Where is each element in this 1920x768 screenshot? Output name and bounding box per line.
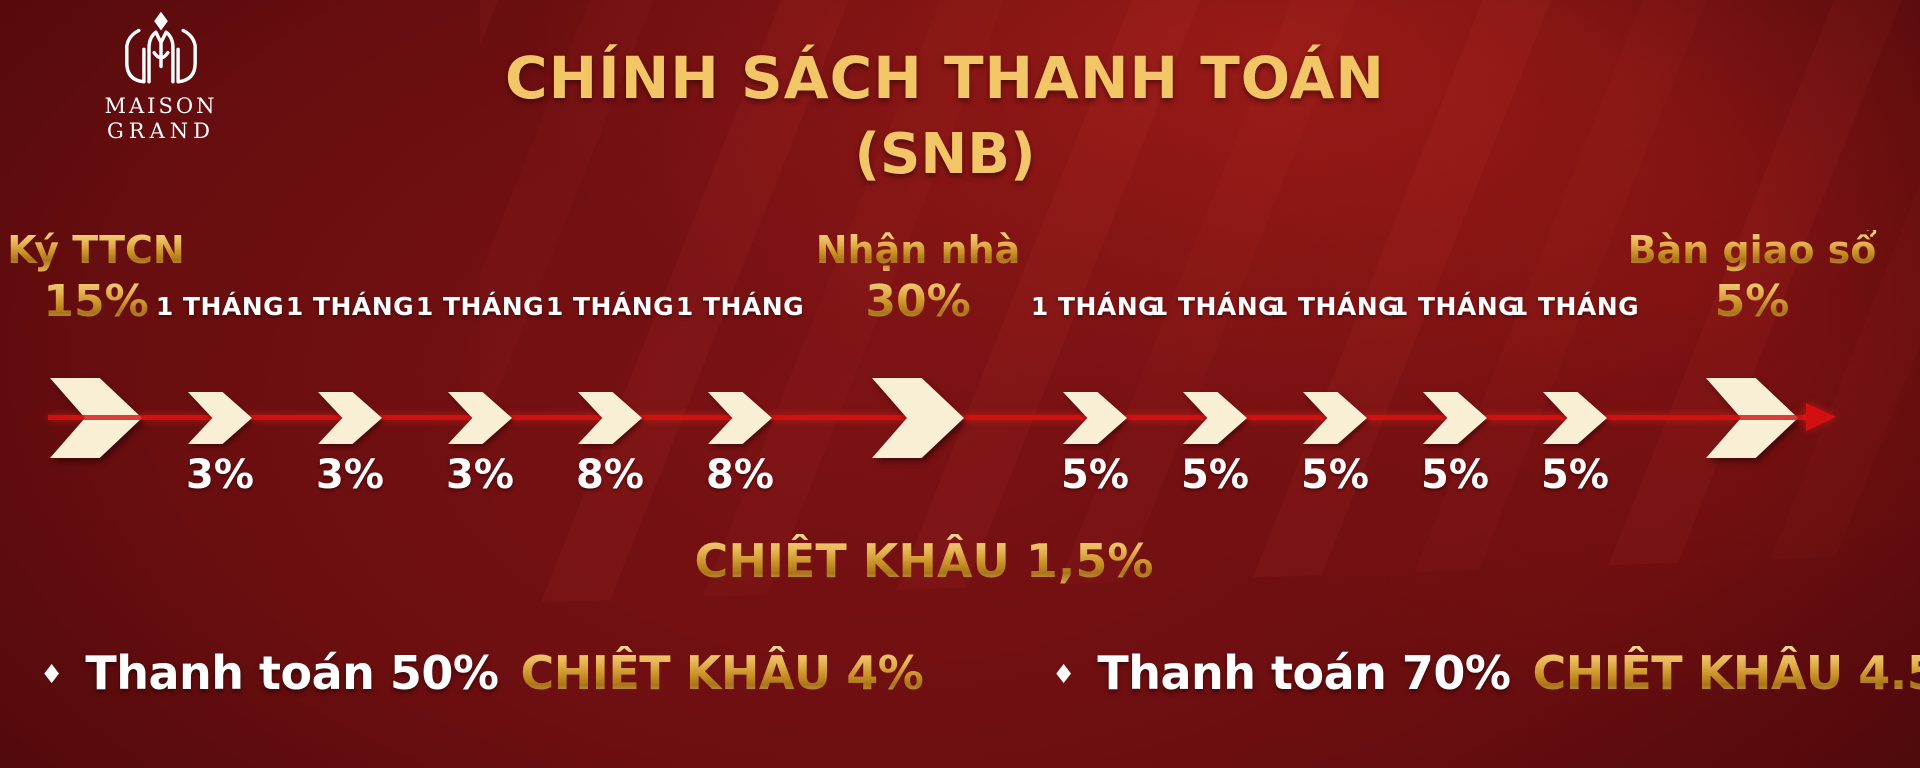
offer-discount-text: CHIẾT KHẤU 4.5% — [1533, 646, 1920, 700]
interval-label: 1 THÁNG — [1510, 292, 1640, 321]
offer-payment-70: ♦ Thanh toán 70% CHIẾT KHẤU 4.5% — [1052, 646, 1920, 700]
milestone-arrow-icon — [872, 378, 964, 458]
interval-label: 1 THÁNG — [1030, 292, 1160, 321]
milestone-percent: 30% — [865, 276, 971, 327]
slide-title: CHÍNH SÁCH THANH TOÁN — [505, 44, 1385, 112]
diamond-bullet-icon: ♦ — [40, 660, 64, 690]
interval-label: 1 THÁNG — [1270, 292, 1400, 321]
interval-arrow-icon — [318, 392, 382, 444]
interval-label: 1 THÁNG — [545, 292, 675, 321]
diamond-finial — [154, 11, 168, 31]
interval-arrow-icon — [1543, 392, 1607, 444]
interval-percent: 3% — [446, 452, 514, 498]
milestone-percent: 15% — [43, 276, 149, 327]
interval-arrow-icon — [448, 392, 512, 444]
interval-percent: 5% — [1301, 452, 1369, 498]
axis-overlay-segment — [50, 415, 146, 420]
axis-overlay-segment — [1706, 415, 1802, 420]
interval-label: 1 THÁNG — [1390, 292, 1520, 321]
interval-arrow-icon — [708, 392, 772, 444]
timeline-arrowhead-icon — [1806, 403, 1836, 431]
interval-label: 1 THÁNG — [415, 292, 545, 321]
milestone-percent: 5% — [1714, 276, 1790, 327]
interval-arrow-icon — [188, 392, 252, 444]
interval-percent: 5% — [1421, 452, 1489, 498]
interval-arrow-icon — [578, 392, 642, 444]
interval-percent: 8% — [576, 452, 644, 498]
milestone-label: Ký TTCN — [7, 228, 185, 272]
interval-arrow-icon — [1303, 392, 1367, 444]
interval-percent: 8% — [706, 452, 774, 498]
offer-payment-text: Thanh toán 70% — [1097, 646, 1511, 700]
brand-name-line1: MAISON — [104, 94, 218, 118]
interval-label: 1 THÁNG — [285, 292, 415, 321]
interval-percent: 3% — [316, 452, 384, 498]
offer-payment-text: Thanh toán 50% — [85, 646, 499, 700]
milestone-label: Nhận nhà — [815, 228, 1021, 272]
interval-label: 1 THÁNG — [675, 292, 805, 321]
offer-discount-text: CHIẾT KHẤU 4% — [520, 646, 924, 700]
interval-percent: 3% — [186, 452, 254, 498]
brand-name-line2: GRAND — [107, 119, 215, 143]
offer-payment-50: ♦ Thanh toán 50% CHIẾT KHẤU 4% — [40, 646, 924, 700]
interval-arrow-icon — [1183, 392, 1247, 444]
interval-arrow-icon — [1423, 392, 1487, 444]
interval-arrow-icon — [1063, 392, 1127, 444]
discount-note: CHIẾT KHẤU 1,5% — [694, 534, 1154, 588]
interval-label: 1 THÁNG — [155, 292, 285, 321]
brand-logo: MAISON GRAND — [96, 10, 226, 143]
maison-grand-monogram-icon — [125, 11, 197, 84]
milestone-label: Bàn giao sổ — [1627, 228, 1877, 272]
interval-percent: 5% — [1181, 452, 1249, 498]
interval-percent: 5% — [1541, 452, 1609, 498]
interval-percent: 5% — [1061, 452, 1129, 498]
diamond-bullet-icon: ♦ — [1052, 660, 1076, 690]
interval-label: 1 THÁNG — [1150, 292, 1280, 321]
slide-subtitle: (SNB) — [854, 122, 1036, 187]
